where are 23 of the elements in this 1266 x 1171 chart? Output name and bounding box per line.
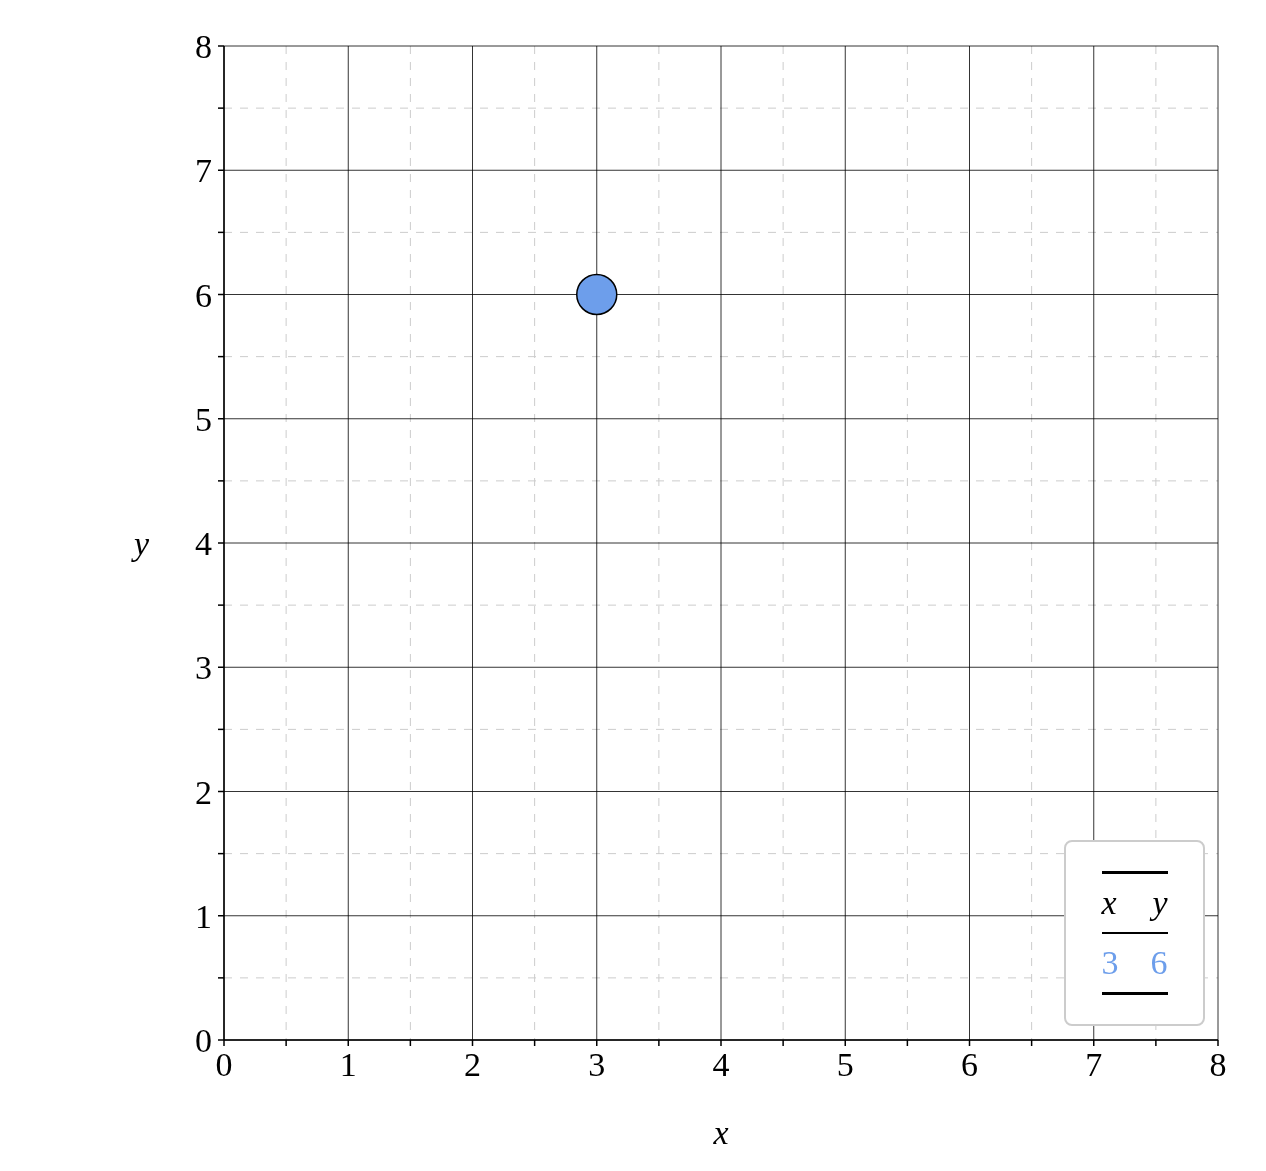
y-tick-label: 6 <box>195 276 212 314</box>
x-tick-label: 7 <box>1085 1046 1103 1084</box>
x-tick-label: 5 <box>836 1046 854 1084</box>
annotation: 6 <box>1149 943 1168 983</box>
annotation: y <box>1148 883 1168 923</box>
annotation: 3 <box>1101 943 1120 983</box>
y-tick-label: 1 <box>195 897 212 935</box>
y-tick-label: 5 <box>195 400 212 438</box>
x-tick-label: 6 <box>961 1046 978 1084</box>
y-tick-label: 7 <box>195 152 212 190</box>
x-tick-label: 1 <box>339 1046 357 1084</box>
y-tick-label: 0 <box>195 1022 212 1060</box>
x-tick-label: 8 <box>1209 1046 1227 1084</box>
x-tick-label: 3 <box>588 1046 606 1084</box>
y-axis-title: y <box>131 525 150 563</box>
y-tick-label: 8 <box>195 28 212 66</box>
y-tick-label: 2 <box>195 773 212 811</box>
y-tick-label: 3 <box>195 649 212 687</box>
x-tick-label: 4 <box>712 1046 730 1084</box>
annotation: x <box>1101 883 1118 923</box>
x-tick-label: 2 <box>464 1046 481 1084</box>
x-axis-title: x <box>712 1114 729 1152</box>
y-tick-label: 4 <box>195 525 212 563</box>
